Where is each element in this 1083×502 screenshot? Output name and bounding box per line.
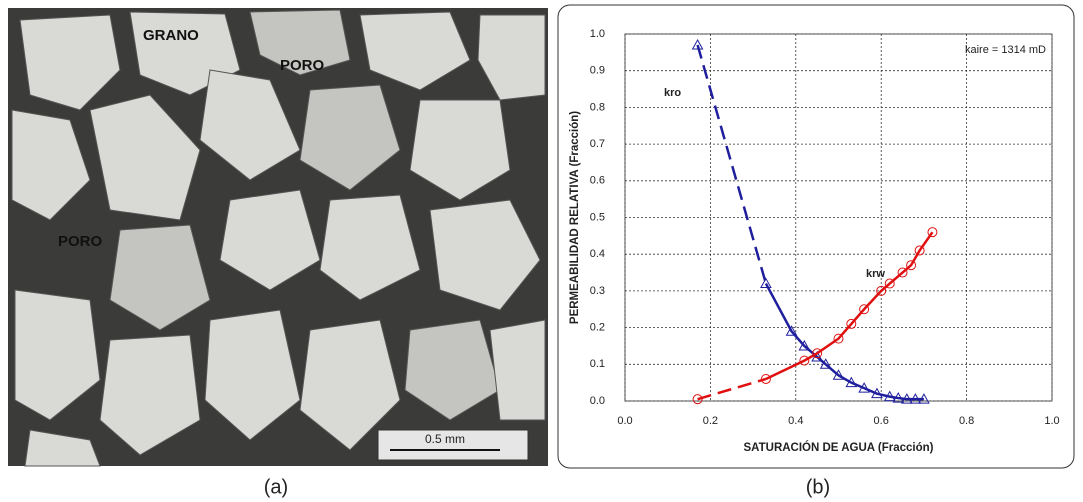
y-tick-label: 0.4: [590, 248, 605, 260]
series-label: kro: [664, 87, 681, 99]
y-axis-label: PERMEABILIDAD RELATIVA (Fracción): [569, 111, 581, 324]
grain: [490, 320, 545, 420]
y-tick-label: 0.3: [590, 285, 605, 297]
y-tick-label: 0.1: [590, 358, 605, 370]
x-tick-label: 1.0: [1044, 415, 1059, 427]
chart: 0.0 0.2 0.4 0.6 0.8 1.0 0.0 0.1 0.2 0.3 0.4 0.5 0.6 0…: [569, 28, 1060, 454]
y-tick-label: 0.0: [590, 395, 605, 407]
x-tick-label: 0.0: [617, 415, 632, 427]
micrograph-label: PORO: [280, 57, 325, 74]
x-axis-label: SATURACIÓN DE AGUA (Fracción): [744, 441, 934, 454]
x-tick-label: 0.6: [874, 415, 889, 427]
y-tick-label: 0.5: [590, 211, 605, 223]
figure: GRANO PORO PORO 0.5 mm (a) (b) 0.0 0.2 0.4…: [0, 0, 1083, 502]
caption: (b): [806, 476, 830, 498]
x-tick-label: 0.4: [788, 415, 803, 427]
micrograph: GRANO PORO PORO 0.5 mm (a): [8, 8, 548, 498]
caption: (a): [264, 476, 288, 498]
x-tick-label: 0.2: [703, 415, 718, 427]
micrograph-label: PORO: [58, 233, 103, 250]
x-tick-label: 0.8: [959, 415, 974, 427]
y-tick-label: 1.0: [590, 28, 605, 40]
y-tick-label: 0.6: [590, 175, 605, 187]
y-tick-label: 0.9: [590, 65, 605, 77]
y-tick-label: 0.8: [590, 101, 605, 113]
y-tick-label: 0.2: [590, 322, 605, 334]
series-label: krw: [866, 268, 885, 280]
micrograph-label: GRANO: [143, 27, 199, 44]
scale-bar-label: 0.5 mm: [425, 432, 465, 446]
annotation: kaire = 1314 mD: [965, 44, 1046, 56]
y-tick-label: 0.7: [590, 138, 605, 150]
